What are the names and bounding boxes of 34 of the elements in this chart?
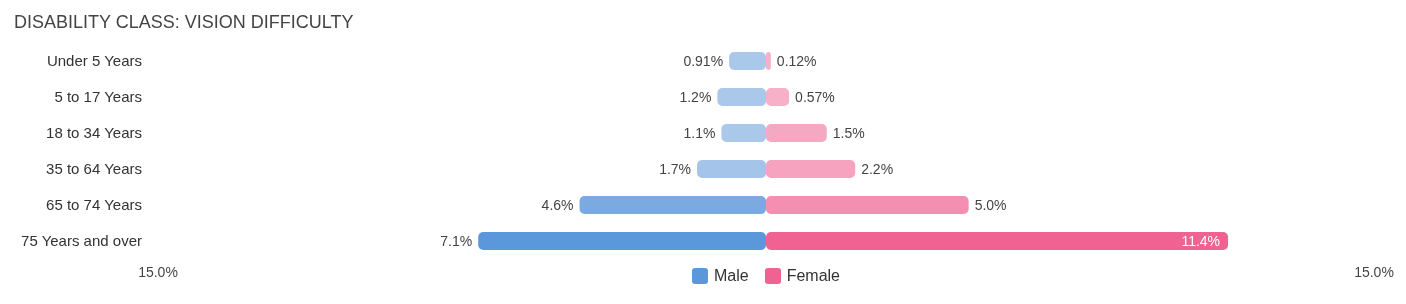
bar: [697, 160, 766, 178]
legend-label: Male: [712, 267, 749, 285]
y-tick-label: 5 to 17 Years: [54, 88, 142, 105]
bar: [729, 52, 766, 70]
bar: [766, 160, 856, 178]
data-label: 2.2%: [861, 161, 894, 177]
chart-title: DISABILITY CLASS: VISION DIFFICULTY: [13, 11, 355, 34]
y-tick-label: 65 to 74 Years: [46, 196, 142, 213]
data-label: 0.91%: [683, 53, 724, 69]
bar: [766, 232, 1229, 250]
data-label: 4.6%: [541, 197, 574, 213]
data-label: 7.1%: [440, 233, 473, 249]
data-label: 1.1%: [683, 125, 716, 141]
data-label: 1.2%: [679, 89, 712, 105]
y-tick-label: 75 Years and over: [21, 232, 142, 249]
y-tick-label: 18 to 34 Years: [46, 124, 142, 141]
bar: [721, 124, 766, 142]
bar: [717, 88, 766, 106]
bar: [766, 196, 969, 214]
data-label: 11.4%: [1181, 233, 1221, 249]
bar: [766, 124, 827, 142]
data-label: 0.57%: [795, 89, 835, 105]
bar: [766, 88, 790, 106]
bar: [478, 232, 766, 250]
bar: [579, 196, 766, 214]
data-label: 1.7%: [659, 161, 692, 177]
x-tick-label: 15.0%: [1354, 263, 1394, 280]
legend-label: Female: [785, 267, 841, 285]
x-tick-label: 15.0%: [138, 263, 178, 280]
data-label: 5.0%: [974, 197, 1007, 213]
data-label: 0.12%: [776, 53, 817, 69]
y-tick-label: Under 5 Years: [46, 52, 142, 69]
data-label: 1.5%: [832, 125, 865, 141]
y-tick-label: 35 to 64 Years: [46, 160, 142, 177]
